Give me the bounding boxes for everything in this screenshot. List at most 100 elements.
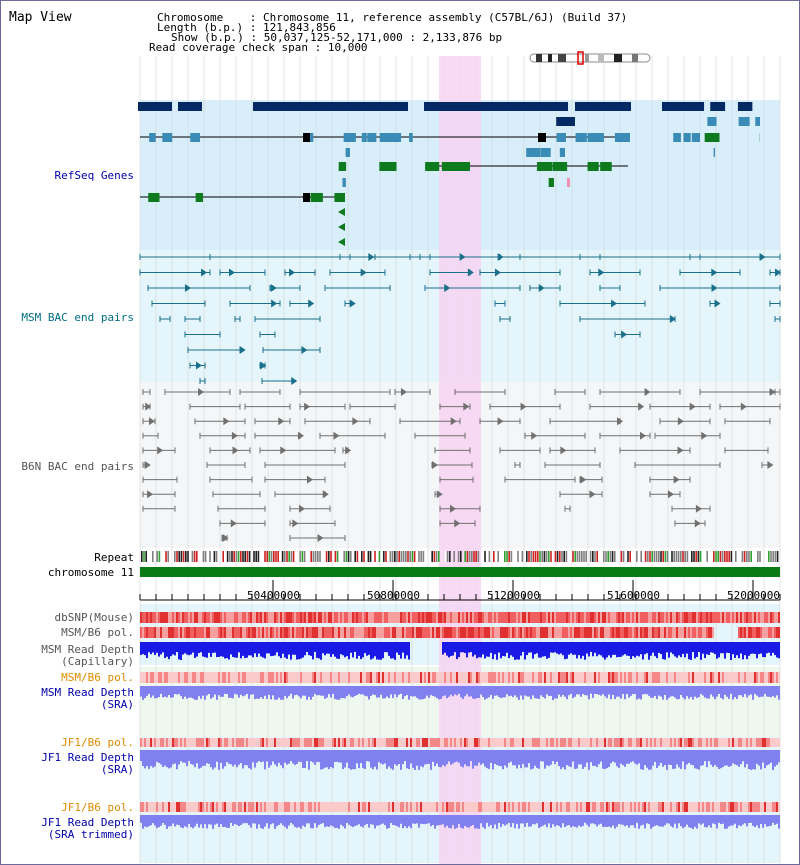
- polymorphism-cell: [696, 672, 698, 683]
- polymorphism-cell: [218, 802, 220, 812]
- polymorphism-cell: [166, 738, 168, 747]
- polymorphism-cell: [438, 738, 440, 747]
- read-depth-bar: [654, 750, 656, 762]
- polymorphism-cell: [382, 627, 384, 638]
- bac-arrow: [230, 519, 237, 528]
- polymorphism-cell: [262, 627, 264, 638]
- repeat-element: [640, 551, 642, 562]
- polymorphism-cell: [668, 672, 670, 683]
- read-depth-bar: [770, 686, 772, 698]
- read-depth-bar: [480, 815, 482, 824]
- read-depth-bar: [512, 686, 514, 698]
- read-depth-bar: [586, 686, 588, 696]
- polymorphism-cell: [482, 627, 484, 638]
- polymorphism-cell: [166, 612, 168, 623]
- grid-lines: [139, 56, 781, 864]
- read-depth-bar: [622, 686, 624, 695]
- read-depth-bar: [646, 815, 648, 824]
- polymorphism-cell: [596, 802, 598, 812]
- read-depth-bar: [342, 642, 344, 656]
- repeat-element: [301, 551, 304, 562]
- polymorphism-cell: [146, 612, 148, 623]
- read-depth-bar: [520, 750, 522, 769]
- polymorphism-cell: [316, 627, 318, 638]
- polymorphism-cell: [594, 802, 596, 812]
- polymorphism-cell: [520, 802, 522, 812]
- polymorphism-cell: [626, 802, 628, 812]
- polymorphism-cell: [636, 612, 638, 623]
- read-depth-bar: [244, 642, 246, 659]
- read-depth-bar: [590, 750, 592, 763]
- read-depth-bar: [182, 750, 184, 763]
- polymorphism-cell: [180, 612, 182, 623]
- read-depth-bar: [548, 642, 550, 658]
- polymorphism-cell: [706, 627, 708, 638]
- read-depth-bar: [274, 750, 276, 765]
- read-depth-bar: [422, 815, 424, 825]
- read-depth-bar: [308, 815, 310, 824]
- read-depth-bar: [576, 686, 578, 695]
- polymorphism-cell: [674, 802, 676, 812]
- polymorphism-cell: [630, 802, 632, 812]
- read-depth-bar: [464, 815, 466, 826]
- polymorphism-cell: [280, 672, 282, 683]
- polymorphism-cell: [620, 612, 622, 623]
- read-depth-bar: [642, 686, 644, 695]
- read-depth-bar: [722, 750, 724, 768]
- polymorphism-cell: [170, 802, 172, 812]
- b6n-bac-features[interactable]: [142, 388, 781, 542]
- polymorphism-cell: [368, 738, 370, 747]
- polymorphism-cell: [522, 672, 524, 683]
- polymorphism-cell: [330, 612, 332, 623]
- chromosome-ideogram[interactable]: [529, 51, 651, 65]
- read-depth-bar: [544, 750, 546, 769]
- read-depth-bar: [692, 642, 694, 653]
- repeat-element: [468, 551, 471, 562]
- read-depth-bar: [218, 815, 220, 827]
- polymorphism-cell: [674, 612, 676, 623]
- ideogram-band: [558, 54, 566, 62]
- gene-exon: [556, 133, 566, 142]
- read-depth-bar: [490, 750, 492, 763]
- read-depth-bar: [318, 815, 320, 825]
- read-depth-bar: [570, 750, 572, 768]
- polymorphism-cell: [576, 802, 578, 812]
- read-depth-bar: [472, 815, 474, 826]
- polymorphism-cell: [430, 627, 432, 638]
- polymorphism-cell: [640, 672, 642, 683]
- polymorphism-cell: [256, 672, 258, 683]
- polymorphism-cell: [660, 612, 662, 623]
- polymorphism-cell: [770, 802, 772, 812]
- selected-region-highlight[interactable]: [439, 56, 481, 864]
- read-depth-bar: [504, 642, 506, 657]
- polymorphism-cell: [414, 738, 416, 747]
- polymorphism-cell: [666, 672, 668, 683]
- msm-bac-features[interactable]: [139, 253, 782, 385]
- polymorphism-cell: [572, 627, 574, 638]
- polymorphism-cell: [626, 627, 628, 638]
- gene-exon: [713, 148, 715, 157]
- read-depth-bar: [552, 642, 554, 653]
- repeat-element: [578, 551, 581, 562]
- read-depth-bar: [190, 642, 192, 655]
- read-depth-bar: [534, 750, 536, 766]
- polymorphism-cell: [158, 672, 160, 683]
- polymorphism-cell: [514, 802, 516, 812]
- read-depth-bar: [240, 686, 242, 695]
- bac-arrow: [260, 361, 267, 370]
- read-depth-bar: [276, 642, 278, 653]
- read-depth-bar: [738, 815, 740, 826]
- polymorphism-cell: [178, 672, 180, 683]
- read-depth-bar: [602, 642, 604, 658]
- polymorphism-cell: [364, 802, 366, 812]
- polymorphism-cell: [594, 738, 596, 747]
- polymorphism-cell: [244, 672, 246, 683]
- repeat-element: [273, 551, 275, 562]
- refseq-genes-features[interactable]: [138, 102, 760, 246]
- read-depth-bar: [324, 642, 326, 656]
- read-depth-bar: [586, 750, 588, 763]
- polymorphism-cell: [722, 612, 724, 623]
- read-depth-bar: [660, 642, 662, 655]
- read-depth-bar: [386, 642, 388, 653]
